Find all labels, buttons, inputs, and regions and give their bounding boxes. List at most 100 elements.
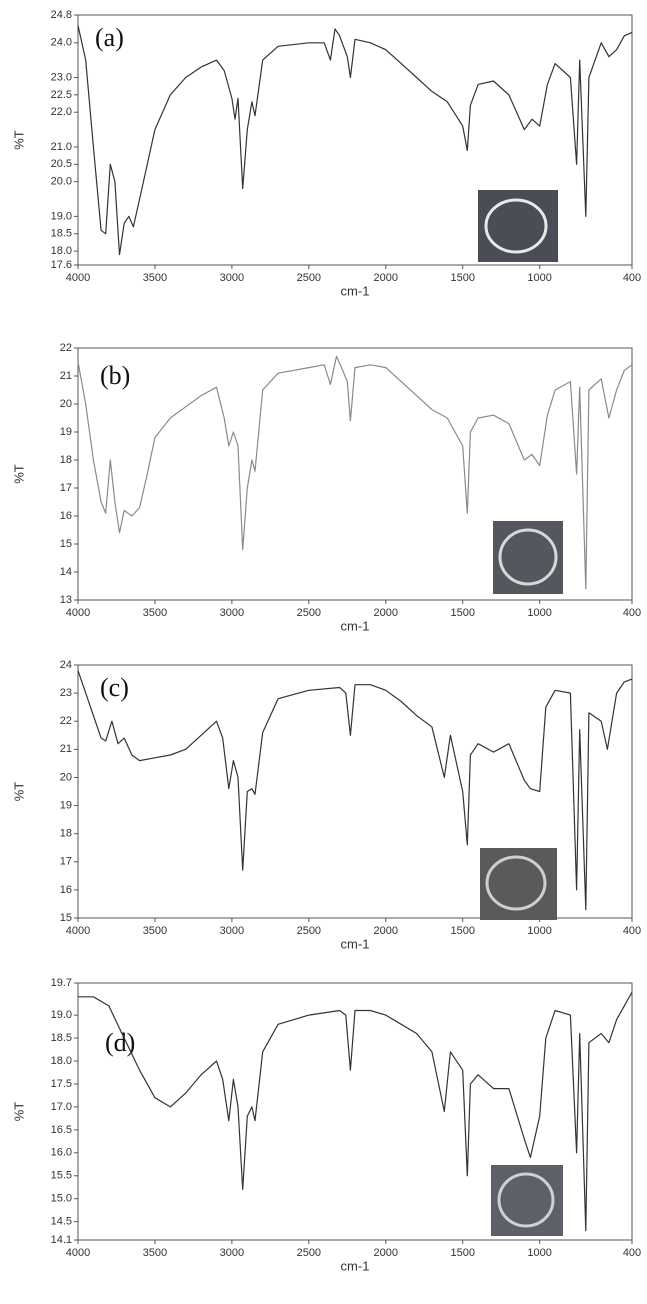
x-axis-label: cm-1 [341,1258,370,1273]
x-tick-label: 1000 [527,1247,551,1259]
x-tick-label: 4000 [66,1247,90,1259]
x-tick-label: 3500 [143,925,167,937]
panel: 13 14 15 16 17 18 19 20 21 22 4000 3500 3000 2500 2000… [11,342,641,634]
y-tick-label: 16.0 [51,1147,72,1159]
y-tick-label: 14.5 [51,1216,72,1228]
y-tick-label: 14 [60,566,72,578]
x-axis-label: cm-1 [341,936,370,951]
y-tick-label: 17.6 [51,259,72,271]
x-tick-label: 2000 [374,607,398,619]
y-tick-label: 20.5 [51,158,72,170]
y-tick-label: 15 [60,538,72,550]
y-tick-label: 18 [60,828,72,840]
y-tick-label: 21 [60,743,72,755]
x-tick-label: 4000 [66,272,90,284]
x-tick-label: 3500 [143,272,167,284]
y-tick-label: 14.1 [51,1234,72,1246]
spectrum-line [77,670,633,911]
y-tick-label: 21.0 [51,141,72,153]
y-tick-label: 17 [60,856,72,868]
y-tick-label: 24 [60,659,72,671]
x-tick-label: 3000 [220,1247,244,1259]
inset-photo [493,521,563,594]
spectrum-line [77,355,633,590]
spectrum-line [78,991,633,1232]
y-tick-label: 19.0 [51,1009,72,1021]
x-axis-label: cm-1 [341,283,370,298]
x-tick-label: 2500 [297,272,321,284]
x-tick-label: 2000 [374,1247,398,1259]
panel: 14.1 14.5 15.0 15.5 16.0 16.5 17.0 17.5 18.0 18.5… [11,977,641,1274]
y-axis-label: %T [11,782,26,802]
panel-label: (c) [100,673,129,702]
y-tick-label: 23.0 [51,71,72,83]
y-tick-label: 16 [60,510,72,522]
x-tick-label: 4000 [66,925,90,937]
y-tick-label: 21 [60,370,72,382]
inset-photo [478,190,558,262]
y-tick-label: 19.0 [51,210,72,222]
panel: 17.6 18.0 18.5 19.0 20.0 20.5 21.0 22.0 22.5 23.0… [11,9,641,299]
y-tick-label: 20 [60,398,72,410]
y-tick-label: 16 [60,884,72,896]
x-tick-label: 1500 [450,272,474,284]
y-axis-label: %T [11,130,26,150]
x-tick-label: 400 [623,272,641,284]
spectrum-line [77,25,633,256]
x-tick-label: 2500 [297,607,321,619]
plot-frame [77,982,633,1241]
y-tick-label: 15.5 [51,1170,72,1182]
y-tick-label: 19 [60,426,72,438]
y-tick-label: 18 [60,454,72,466]
x-tick-label: 2000 [374,925,398,937]
y-tick-label: 15.0 [51,1193,72,1205]
y-tick-label: 22.5 [51,89,72,101]
y-tick-label: 17.0 [51,1101,72,1113]
x-tick-label: 3000 [220,925,244,937]
panel-label: (b) [100,361,130,390]
x-tick-label: 3500 [143,607,167,619]
y-tick-label: 17 [60,482,72,494]
x-tick-label: 1500 [450,607,474,619]
panel: 15 16 17 18 19 20 21 22 23 24 4000 3500 3000 2500 2000… [11,659,641,952]
x-tick-label: 1000 [527,925,551,937]
y-tick-label: 17.5 [51,1078,72,1090]
x-tick-label: 1000 [527,272,551,284]
y-tick-label: 22 [60,342,72,354]
y-tick-label: 18.5 [51,228,72,240]
y-tick-label: 20 [60,771,72,783]
plot-frame [77,347,633,601]
x-tick-label: 2500 [297,925,321,937]
x-tick-label: 400 [623,1247,641,1259]
x-tick-label: 4000 [66,607,90,619]
x-tick-label: 400 [623,925,641,937]
x-tick-label: 1500 [450,925,474,937]
y-tick-label: 22 [60,715,72,727]
y-tick-label: 20.0 [51,176,72,188]
y-tick-label: 15 [60,912,72,924]
panel-label: (a) [95,23,124,52]
y-tick-label: 19.7 [51,977,72,989]
y-tick-label: 18.0 [51,245,72,257]
y-tick-label: 13 [60,594,72,606]
y-tick-label: 24.8 [51,9,72,21]
y-axis-label: %T [11,464,26,484]
x-tick-label: 3500 [143,1247,167,1259]
y-tick-label: 22.0 [51,106,72,118]
plot-frame [77,14,633,266]
x-tick-label: 1500 [450,1247,474,1259]
x-tick-label: 400 [623,607,641,619]
x-tick-label: 1000 [527,607,551,619]
y-tick-label: 18.0 [51,1055,72,1067]
y-tick-label: 23 [60,687,72,699]
y-tick-label: 18.5 [51,1032,72,1044]
inset-photo [480,848,557,920]
plot-frame [77,664,633,919]
y-tick-label: 24.0 [51,37,72,49]
x-tick-label: 3000 [220,272,244,284]
x-tick-label: 3000 [220,607,244,619]
x-tick-label: 2000 [374,272,398,284]
x-axis-label: cm-1 [341,618,370,633]
y-axis-label: %T [11,1102,26,1122]
